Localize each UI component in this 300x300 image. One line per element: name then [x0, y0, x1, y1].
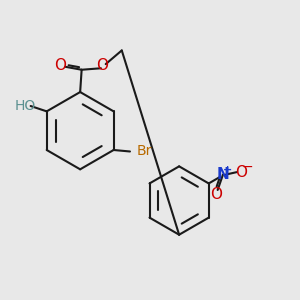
Text: O: O [54, 58, 66, 73]
Text: O: O [210, 187, 222, 202]
Text: N: N [217, 167, 230, 182]
Text: O: O [235, 165, 247, 180]
Text: +: + [223, 165, 232, 175]
Text: −: − [242, 160, 253, 174]
Text: HO: HO [15, 99, 36, 113]
Text: Br: Br [137, 145, 152, 158]
Text: O: O [96, 58, 108, 74]
